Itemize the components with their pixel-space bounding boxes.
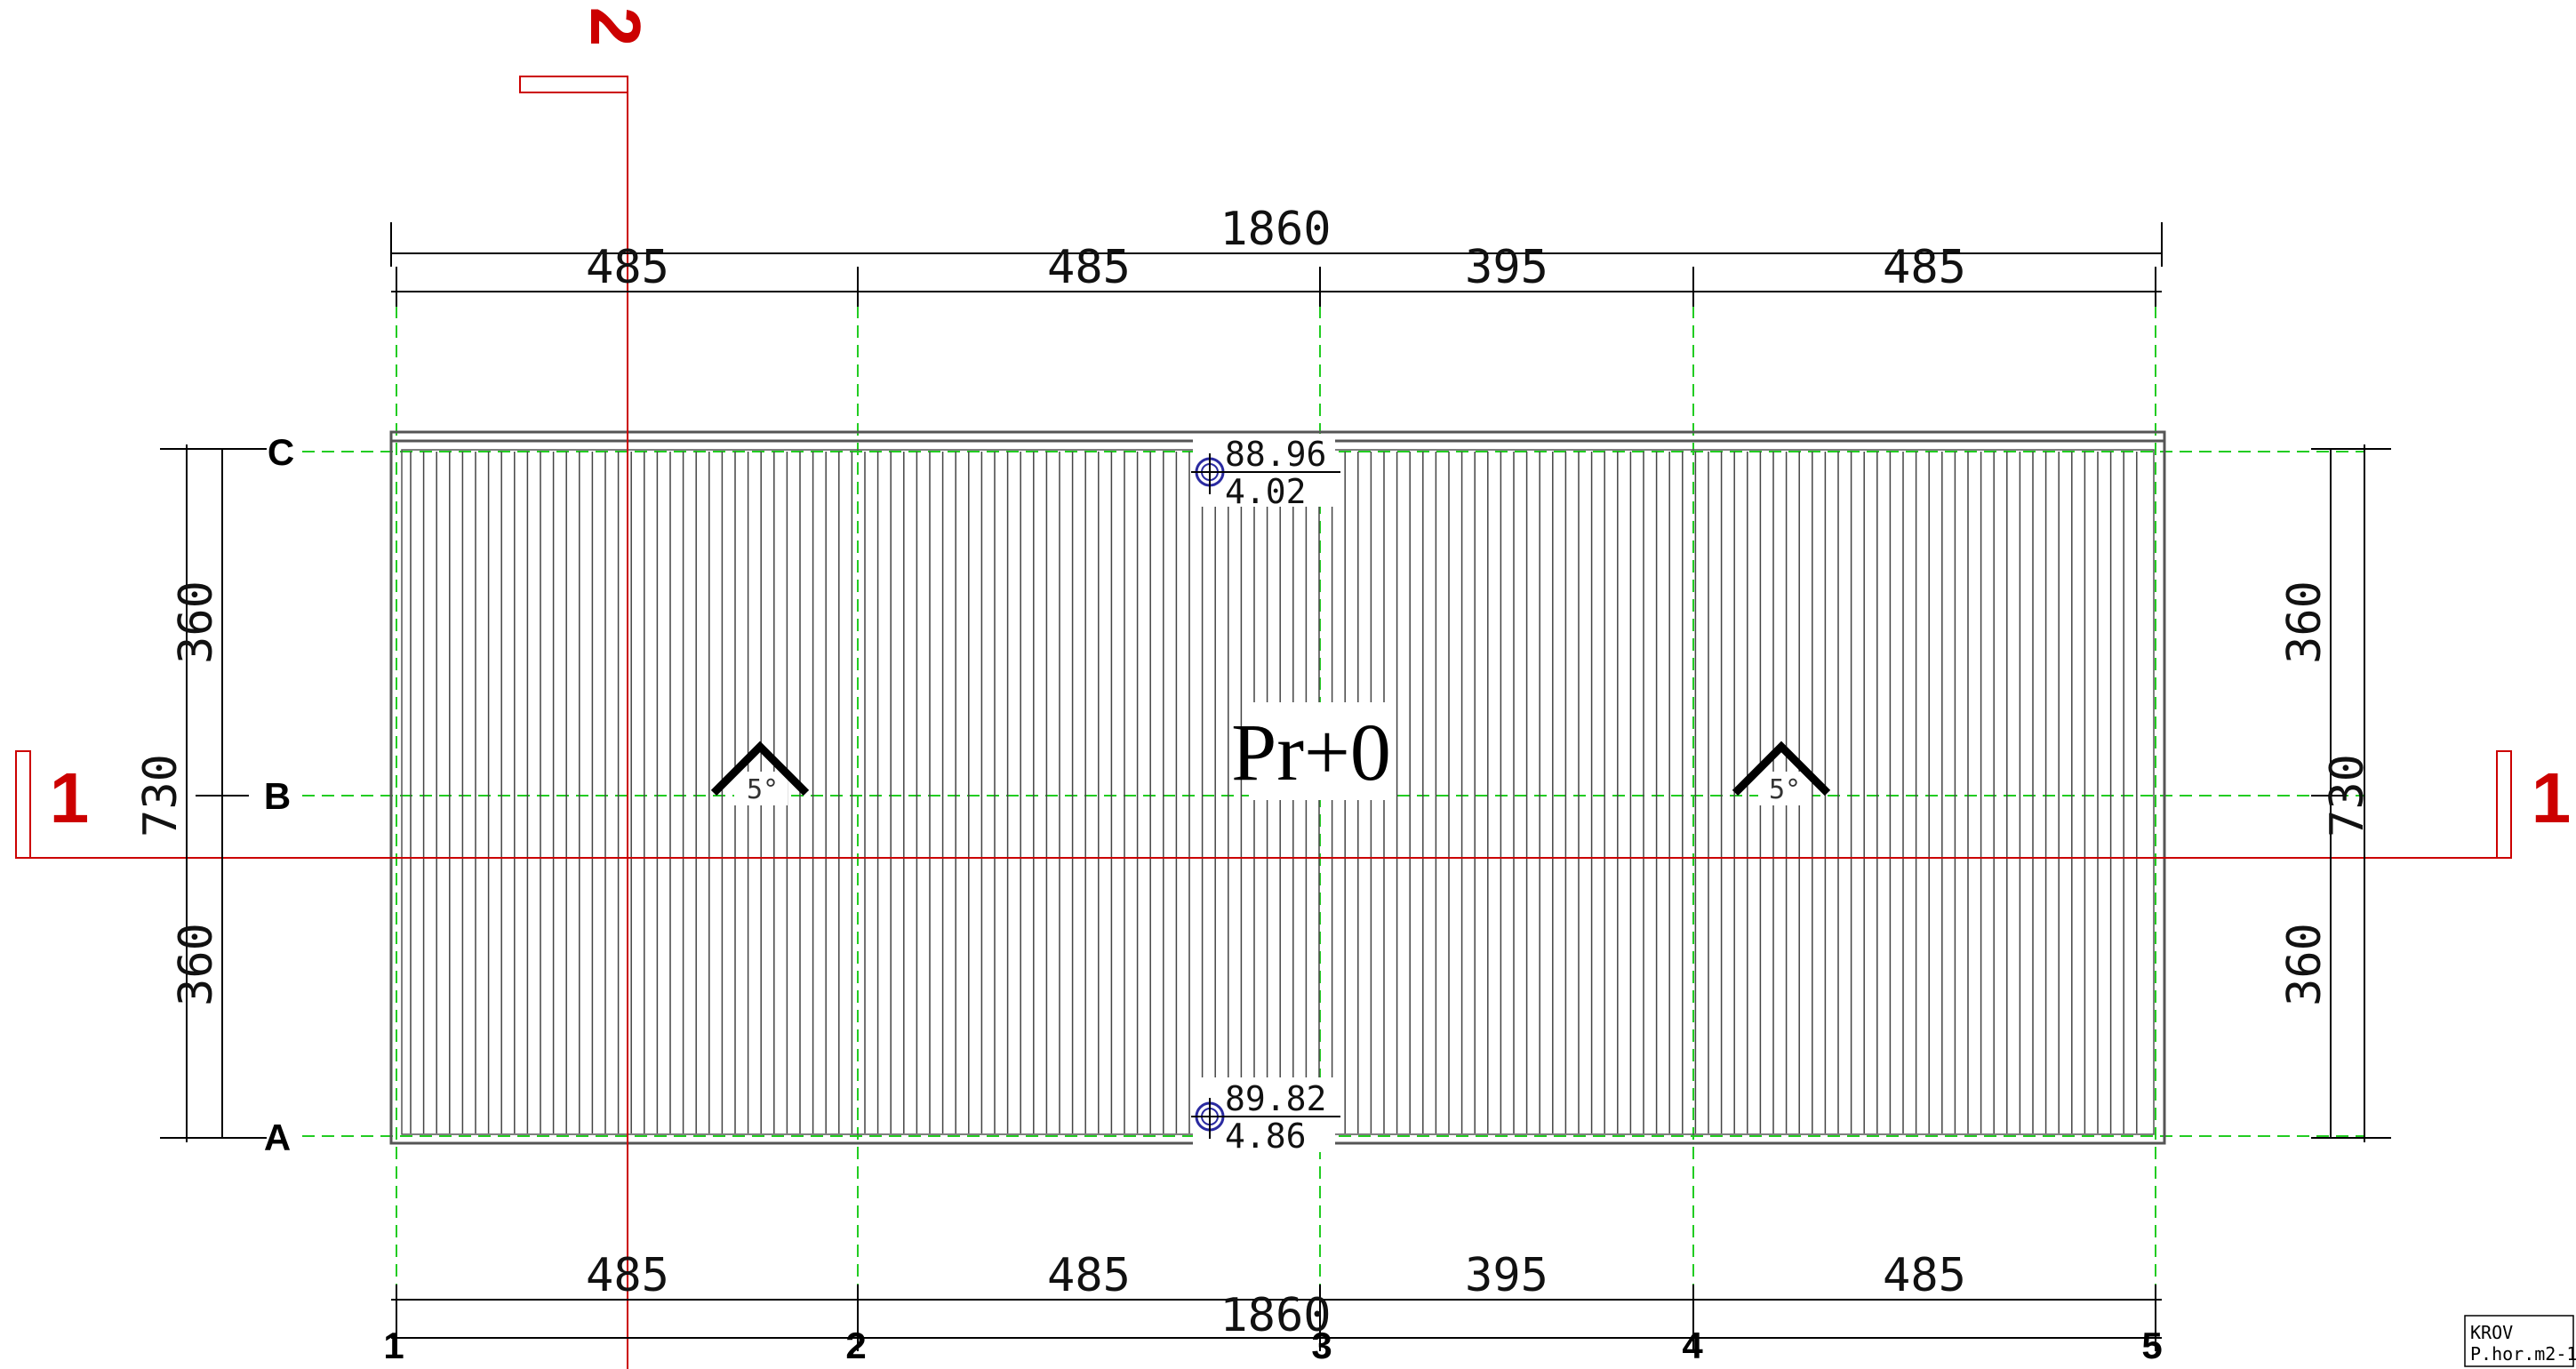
roof-label-background xyxy=(1249,702,1391,800)
bottom-span-4: 485 xyxy=(1883,1249,1966,1302)
drain-top-elevation: 88.96 xyxy=(1225,435,1326,474)
bottom-span-1: 485 xyxy=(586,1249,669,1302)
slope-marker-left: 5° xyxy=(710,741,810,805)
roof-label: Pr+0 xyxy=(1231,707,1391,797)
top-span-1: 485 xyxy=(586,241,669,294)
axis-label-b: B xyxy=(264,775,291,817)
left-total-dimension: 730 xyxy=(134,754,188,837)
section-2-top-marker xyxy=(519,76,628,93)
axis-label-3: 3 xyxy=(1311,1325,1332,1366)
slope-right-value: 5° xyxy=(1769,774,1801,805)
right-span-lower: 360 xyxy=(2278,923,2332,1006)
right-dimension-lines xyxy=(2311,444,2391,1142)
section-2-label: 2 xyxy=(576,7,655,47)
top-span-4: 485 xyxy=(1883,241,1966,294)
bottom-total-dimension: 1860 xyxy=(1220,1289,1331,1342)
drain-bottom-elevation: 89.82 xyxy=(1225,1079,1326,1118)
slope-marker-right: 5° xyxy=(1732,741,1831,805)
left-span-upper: 360 xyxy=(170,580,223,664)
section-1-left-label: 1 xyxy=(50,758,90,837)
drain-bottom-value: 4.86 xyxy=(1225,1117,1307,1156)
top-span-2: 485 xyxy=(1047,241,1131,294)
axis-label-a: A xyxy=(264,1117,291,1158)
right-total-dimension: 730 xyxy=(2321,754,2374,837)
title-block-line1: KROV xyxy=(2470,1322,2513,1343)
bottom-span-2: 485 xyxy=(1047,1249,1131,1302)
axis-label-5: 5 xyxy=(2141,1325,2162,1366)
right-span-upper: 360 xyxy=(2278,580,2332,664)
top-span-3: 395 xyxy=(1465,241,1548,294)
slope-left-value: 5° xyxy=(747,774,779,805)
title-block: KROV P.hor.m2-137 xyxy=(2464,1315,2576,1367)
top-total-dimension: 1860 xyxy=(1220,203,1331,256)
bottom-span-3: 395 xyxy=(1465,1249,1548,1302)
section-1-right-label: 1 xyxy=(2532,758,2572,837)
bottom-dimension-lines xyxy=(391,1285,2162,1351)
section-1-right-marker xyxy=(2496,750,2512,859)
top-dimension-lines xyxy=(390,222,2163,307)
drain-bottom: 89.82 4.86 xyxy=(1191,1077,1340,1156)
axis-label-2: 2 xyxy=(845,1325,866,1366)
drain-top: 88.96 4.02 xyxy=(1191,434,1340,511)
section-1-left-marker xyxy=(15,750,31,859)
left-span-lower: 360 xyxy=(170,923,223,1006)
left-dimension-lines xyxy=(160,444,267,1142)
drain-top-value: 4.02 xyxy=(1225,472,1307,511)
title-block-line2: P.hor.m2-137 xyxy=(2470,1343,2576,1365)
axis-label-4: 4 xyxy=(1682,1325,1703,1366)
axis-label-1: 1 xyxy=(383,1325,404,1366)
axis-label-c: C xyxy=(268,431,294,473)
